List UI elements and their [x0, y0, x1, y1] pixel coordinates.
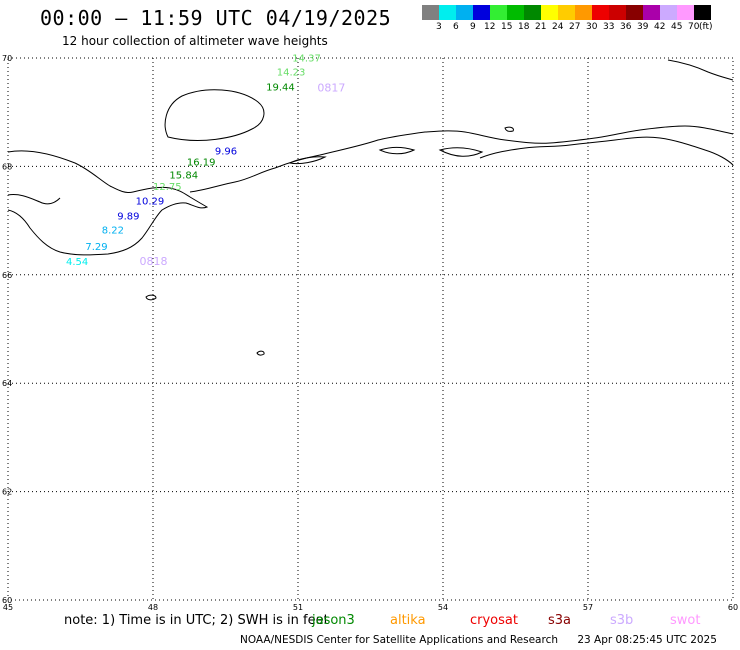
legend-swatch	[439, 5, 456, 20]
pass-time-labels: 0817 0818	[139, 82, 345, 268]
lat-tick-label: 66	[2, 271, 12, 280]
small-island-3	[504, 126, 514, 132]
legend-label: 15	[501, 22, 513, 32]
credit-timestamp: 23 Apr 08:25:45 UTC 2025	[577, 634, 717, 646]
legend-label: 42	[654, 22, 666, 32]
coastline	[7, 59, 734, 356]
legend-swatch	[456, 5, 473, 20]
legend-label: 39	[637, 22, 649, 32]
wave-height-value: 14.37	[292, 53, 321, 64]
coast-detail-3	[438, 147, 484, 157]
lat-tick-label: 68	[2, 162, 12, 171]
legend-swatch	[422, 5, 439, 20]
credit-text: NOAA/NESDIS Center for Satellite Applica…	[240, 634, 558, 646]
novaya-zemlya-tip	[667, 59, 734, 81]
legend-swatch	[694, 5, 711, 20]
legend-swatch	[677, 5, 694, 20]
lon-tick-label: 57	[583, 603, 593, 612]
legend-swatch	[524, 5, 541, 20]
lon-tick-label: 45	[3, 603, 13, 612]
legend-swatch	[626, 5, 643, 20]
coast-detail-2	[479, 136, 734, 166]
legend-label: 24	[552, 22, 564, 32]
legend-swatch	[558, 5, 575, 20]
legend-label: 45	[671, 22, 683, 32]
lat-tick-label: 64	[2, 379, 12, 388]
mainland-coast-west-2	[7, 194, 61, 205]
wave-height-value: 7.29	[85, 242, 107, 253]
wave-height-value: 15.84	[169, 170, 198, 181]
wave-height-value: 12.75	[153, 182, 182, 193]
legend-label: 12	[484, 22, 496, 32]
small-island-2	[256, 350, 265, 356]
latitude-labels: 70 68 66 64 62 60	[2, 54, 12, 605]
longitude-labels: 45 48 51 54 57 60	[3, 603, 738, 612]
legend-label: 21	[535, 22, 547, 32]
wave-height-value: 16.19	[187, 157, 216, 168]
page-title: 00:00 – 11:59 UTC 04/19/2025	[40, 6, 392, 30]
legend-swatch	[575, 5, 592, 20]
lat-tick-label: 62	[2, 488, 12, 497]
wave-height-value: 10.29	[136, 196, 165, 207]
lon-tick-label: 54	[438, 603, 448, 612]
legend-swatch	[473, 5, 490, 20]
lat-tick-label: 60	[2, 596, 12, 605]
footer-note: note: 1) Time is in UTC; 2) SWH is in fe…	[64, 613, 329, 628]
lon-tick-label: 60	[728, 603, 738, 612]
map-frame	[7, 57, 734, 601]
pass-time-label: 0817	[317, 82, 345, 95]
footer-credit: NOAA/NESDIS Center for Satellite Applica…	[240, 634, 717, 646]
mainland-coast-west	[7, 150, 209, 256]
coast-detail-4	[378, 146, 416, 155]
legend-label: 6	[453, 22, 459, 32]
wave-height-value: 19.44	[266, 83, 295, 94]
satellite-label: altika	[390, 613, 426, 628]
island-outline	[164, 89, 265, 142]
mainland-coast-north	[189, 125, 734, 193]
legend-swatch	[592, 5, 609, 20]
small-island-1	[145, 294, 157, 301]
satellite-label: s3b	[610, 613, 634, 628]
legend-label: 27	[569, 22, 581, 32]
satellite-label: jason3	[312, 613, 355, 628]
wave-height-value: 4.54	[66, 257, 88, 268]
graticule	[8, 58, 733, 600]
legend-swatch	[660, 5, 677, 20]
satellite-label: s3a	[548, 613, 572, 628]
wave-height-value: 9.89	[117, 212, 139, 223]
legend-swatch	[490, 5, 507, 20]
color-scale-legend	[422, 5, 711, 20]
wave-height-value: 14.23	[277, 67, 306, 78]
wave-height-value: 9.96	[215, 146, 237, 157]
legend-label: 30	[586, 22, 598, 32]
legend-label: 36	[620, 22, 632, 32]
satellite-label: swot	[670, 613, 701, 628]
lon-tick-label: 48	[148, 603, 158, 612]
lat-tick-label: 70	[2, 54, 12, 63]
page-subtitle: 12 hour collection of altimeter wave hei…	[62, 34, 328, 48]
legend-unit: (ft)	[699, 22, 713, 32]
pass-time-label: 0818	[139, 255, 167, 268]
legend-swatch	[609, 5, 626, 20]
wave-height-value: 8.22	[102, 226, 124, 237]
legend-label: 9	[470, 22, 476, 32]
legend-swatch	[541, 5, 558, 20]
legend-swatch	[643, 5, 660, 20]
legend-label: 33	[603, 22, 615, 32]
legend-label: 3	[436, 22, 442, 32]
legend-label: 18	[518, 22, 530, 32]
legend-swatch	[507, 5, 524, 20]
lon-tick-label: 51	[293, 603, 303, 612]
coast-detail-1	[288, 156, 327, 165]
satellite-label: cryosat	[470, 613, 518, 628]
legend-label: 70	[688, 22, 700, 32]
